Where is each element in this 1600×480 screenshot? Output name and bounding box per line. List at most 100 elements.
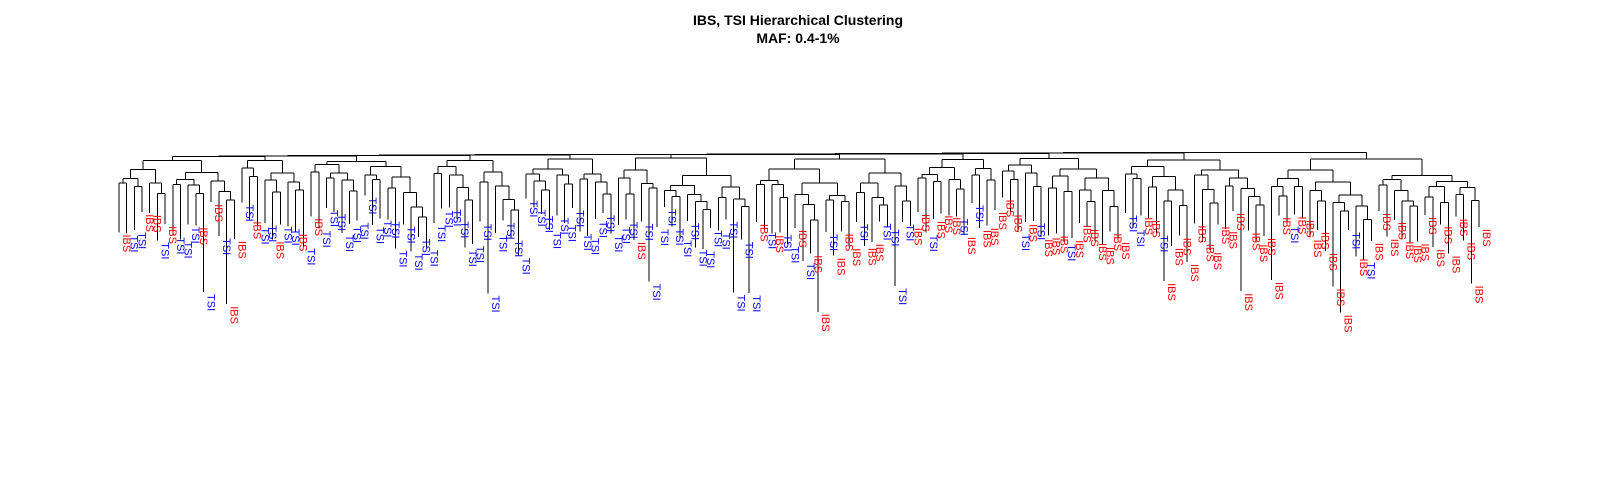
leaf-label: IBS — [1273, 282, 1285, 300]
leaf-label: IBS — [1027, 224, 1039, 242]
leaf-label: IBS — [1480, 229, 1492, 247]
leaf-label: IBS — [312, 218, 324, 236]
leaf-label: TSI — [727, 221, 739, 238]
leaf-label: IBS — [1257, 244, 1269, 262]
leaf-label: IBS — [1088, 229, 1100, 247]
leaf-label: IBS — [950, 217, 962, 235]
leaf-label: TSI — [243, 205, 255, 222]
leaf-label: IBS — [274, 241, 286, 259]
leaf-label: TSI — [543, 216, 555, 233]
leaf-label: TSI — [397, 250, 409, 267]
leaf-label: TSI — [881, 223, 893, 240]
leaf-label: TSI — [827, 234, 839, 251]
leaf-label: TSI — [281, 226, 293, 243]
leaf-label: TSI — [504, 223, 516, 240]
leaf-label: IBS — [773, 235, 785, 253]
leaf-label: TSI — [781, 234, 793, 251]
leaf-label: TSI — [374, 227, 386, 244]
leaf-label: IBS — [251, 221, 263, 239]
leaf-label: IBS — [228, 306, 240, 324]
leaf-label: TSI — [958, 219, 970, 236]
leaf-label: TSI — [520, 258, 532, 275]
leaf-label: TSI — [412, 254, 424, 271]
leaf-label: TSI — [1288, 226, 1300, 243]
leaf-label: TSI — [927, 235, 939, 252]
leaf-label: IBS — [1380, 213, 1392, 231]
leaf-label: IBS — [1196, 225, 1208, 243]
leaf-label: TSI — [535, 210, 547, 227]
leaf-label: IBS — [1442, 226, 1454, 244]
leaf-label: IBS — [297, 234, 309, 252]
leaf-label: TSI — [750, 295, 762, 312]
leaf-label: IBS — [1211, 252, 1223, 270]
leaf-label: IBS — [1342, 315, 1354, 333]
leaf-label: IBS — [1180, 238, 1192, 256]
leaf-label: TSI — [719, 233, 731, 250]
leaf-label: IBS — [812, 255, 824, 273]
leaf-label: IBS — [919, 214, 931, 232]
leaf-label: IBS — [835, 258, 847, 276]
leaf-label: IBS — [1150, 220, 1162, 238]
leaf-label: TSI — [135, 232, 147, 249]
leaf-label: TSI — [205, 294, 217, 311]
leaf-label: IBS — [988, 228, 1000, 246]
leaf-label: TSI — [742, 242, 754, 259]
chart-subtitle: MAF: 0.4-1% — [756, 30, 840, 46]
leaf-label: IBS — [1219, 226, 1231, 244]
leaf-label: IBS — [1472, 286, 1484, 304]
leaf-label: IBS — [842, 234, 854, 252]
leaf-label: TSI — [220, 238, 232, 255]
leaf-label: TSI — [1365, 262, 1377, 279]
leaf-label: TSI — [681, 240, 693, 257]
leaf-label: TSI — [689, 223, 701, 240]
dendrogram-leaves: IBSTSITSIIBSIBSTSIIBSTSITSITSIIBSTSIIBST… — [120, 197, 1492, 332]
leaf-label: TSI — [858, 224, 870, 241]
leaf-label: IBS — [235, 241, 247, 259]
leaf-label: TSI — [266, 225, 278, 242]
leaf-label: TSI — [381, 220, 393, 237]
leaf-label: IBS — [1280, 217, 1292, 235]
leaf-label: TSI — [558, 218, 570, 235]
leaf-label: TSI — [458, 221, 470, 238]
leaf-label: TSI — [1019, 234, 1031, 251]
leaf-label: TSI — [888, 229, 900, 246]
leaf-label: IBS — [1203, 244, 1215, 262]
leaf-label: IBS — [212, 204, 224, 222]
leaf-label: IBS — [120, 234, 132, 252]
leaf-label: TSI — [343, 235, 355, 252]
leaf-label: TSI — [589, 238, 601, 255]
leaf-label: IBS — [1326, 253, 1338, 271]
leaf-label: TSI — [904, 224, 916, 241]
leaf-label: IBS — [1073, 240, 1085, 258]
leaf-label: TSI — [650, 284, 662, 301]
leaf-label: TSI — [658, 229, 670, 246]
leaf-label: TSI — [550, 232, 562, 249]
leaf-label: TSI — [973, 205, 985, 222]
leaf-label: TSI — [666, 209, 678, 226]
leaf-label: TSI — [765, 232, 777, 249]
leaf-label: IBS — [1226, 231, 1238, 249]
leaf-label: IBS — [996, 212, 1008, 230]
leaf-label: TSI — [804, 263, 816, 280]
leaf-label: IBS — [1004, 199, 1016, 217]
leaf-label: IBS — [942, 215, 954, 233]
leaf-label: TSI — [450, 209, 462, 226]
leaf-label: TSI — [473, 246, 485, 263]
leaf-label: IBS — [151, 215, 163, 233]
leaf-label: IBS — [1388, 239, 1400, 257]
leaf-label: TSI — [527, 200, 539, 217]
leaf-label: TSI — [1134, 230, 1146, 247]
leaf-label: IBS — [934, 221, 946, 239]
leaf-label: TSI — [735, 294, 747, 311]
leaf-label: TSI — [304, 248, 316, 265]
leaf-label: IBS — [1173, 248, 1185, 266]
leaf-label: TSI — [358, 223, 370, 240]
leaf-label: TSI — [712, 230, 724, 247]
leaf-label: IBS — [865, 248, 877, 266]
leaf-label: TSI — [435, 225, 447, 242]
leaf-label: IBS — [1457, 219, 1469, 237]
leaf-label: TSI — [496, 235, 508, 252]
leaf-label: IBS — [1080, 225, 1092, 243]
leaf-label: IBS — [1119, 242, 1131, 260]
leaf-label: TSI — [351, 226, 363, 243]
